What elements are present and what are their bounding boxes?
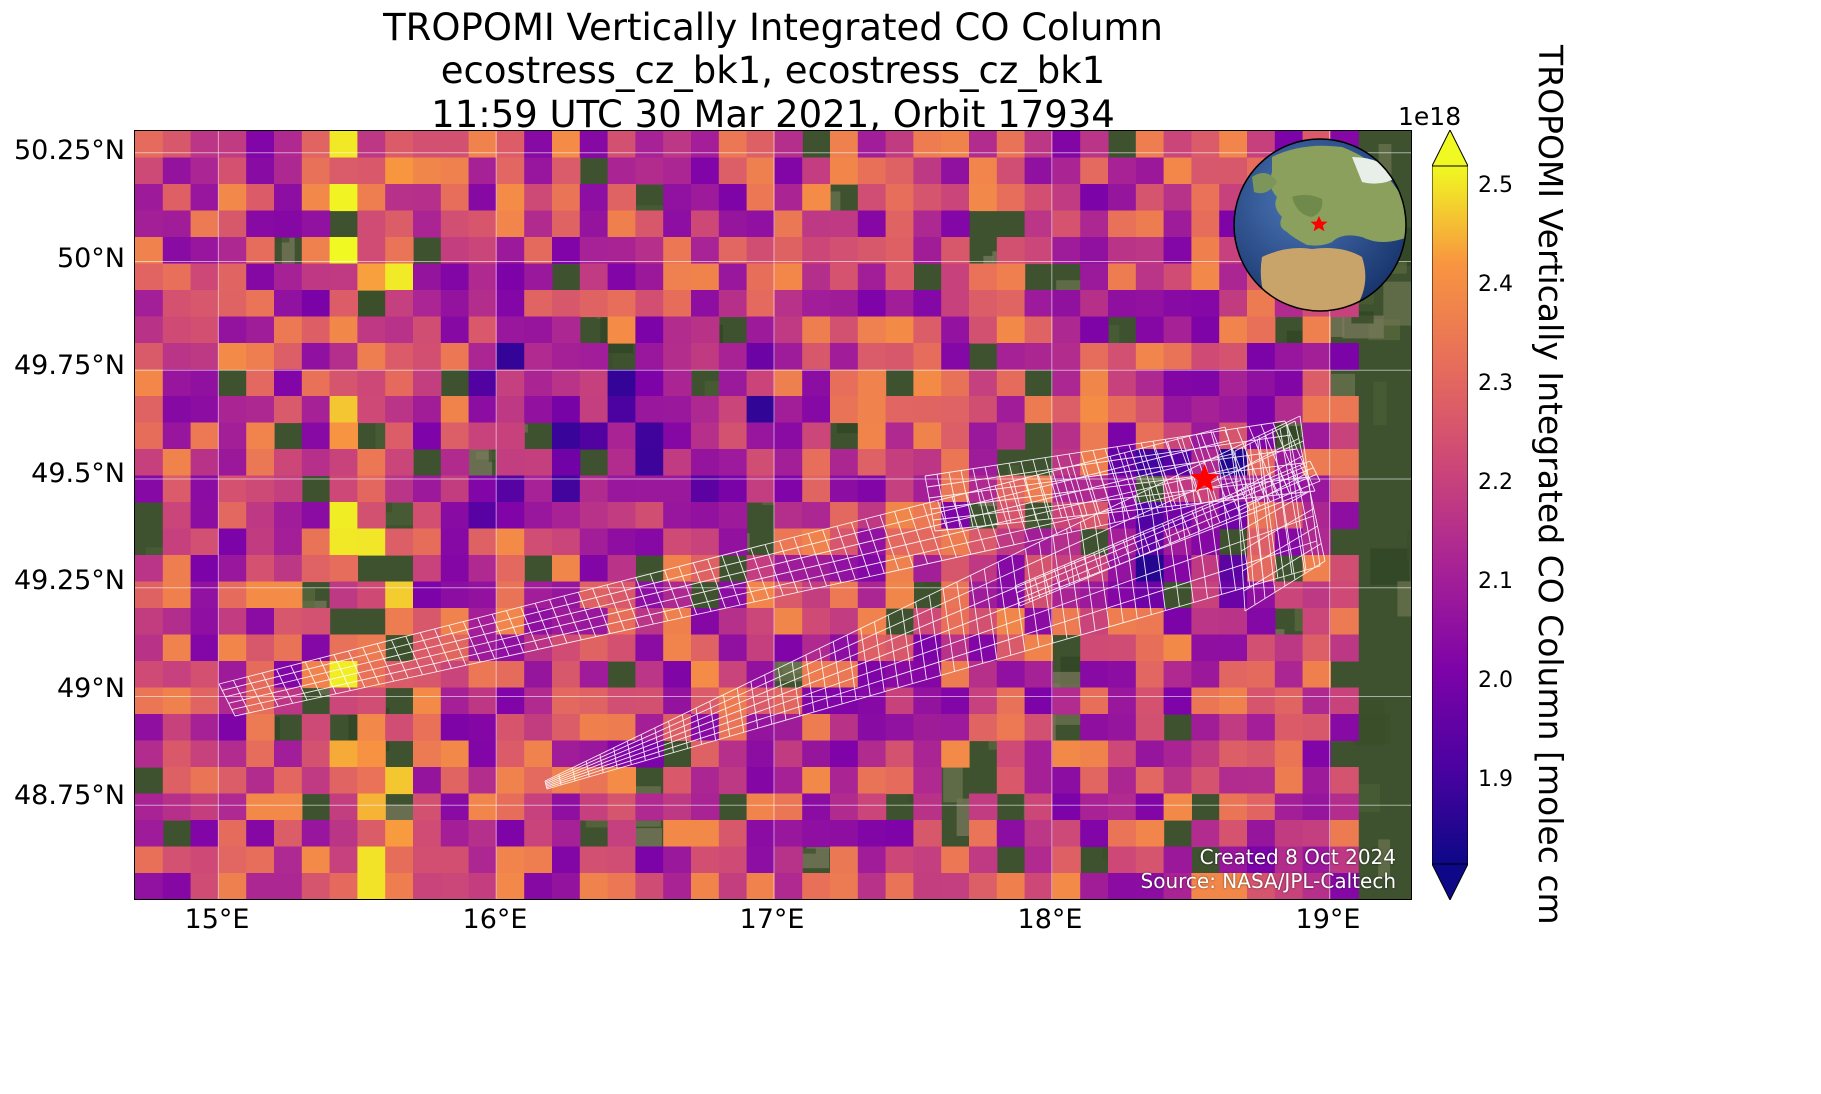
colorbar-extend-max xyxy=(1432,130,1468,167)
x-tick-label: 17°E xyxy=(739,904,805,935)
colorbar-tick: 2.2 xyxy=(1478,470,1513,495)
y-tick-label: 49.25°N xyxy=(14,565,125,596)
y-tick-label: 49.75°N xyxy=(14,350,125,381)
co-pixel-layer xyxy=(135,131,1359,899)
y-tick-label: 48.75°N xyxy=(14,780,125,811)
x-tick-label: 19°E xyxy=(1295,904,1361,935)
created-credit: Created 8 Oct 2024 xyxy=(1199,845,1396,869)
y-tick-label: 49°N xyxy=(56,673,125,704)
globe-star-icon xyxy=(1310,216,1328,232)
x-tick-label: 18°E xyxy=(1017,904,1083,935)
map-title-line-2: ecostress_cz_bk1, ecostress_cz_bk1 xyxy=(440,49,1106,92)
map-gridlines xyxy=(135,131,1411,899)
co-column-map xyxy=(135,131,1411,899)
inset-globe xyxy=(1233,138,1407,312)
y-tick-label: 49.5°N xyxy=(31,458,125,489)
colorbar-tick: 2.4 xyxy=(1478,272,1513,297)
source-credit: Source: NASA/JPL-Caltech xyxy=(1140,869,1396,893)
y-tick-label: 50.25°N xyxy=(14,135,125,166)
site-star-icon xyxy=(1190,464,1219,492)
colorbar-tick: 2.1 xyxy=(1478,569,1513,594)
ecostress-swaths xyxy=(218,415,1326,790)
map-title-line-3: 11:59 UTC 30 Mar 2021, Orbit 17934 xyxy=(431,93,1115,136)
map-panel xyxy=(134,130,1412,900)
colorbar-label: TROPOMI Vertically Integrated CO Column … xyxy=(1531,45,1570,925)
colorbar-tick: 2.5 xyxy=(1478,173,1513,198)
map-title-line-1: TROPOMI Vertically Integrated CO Column xyxy=(383,6,1163,49)
colorbar-tick: 2.3 xyxy=(1478,371,1513,396)
colorbar xyxy=(1432,130,1468,900)
colorbar-tick: 2.0 xyxy=(1478,668,1513,693)
x-tick-label: 15°E xyxy=(184,904,250,935)
x-tick-label: 16°E xyxy=(462,904,528,935)
colorbar-extend-min xyxy=(1432,863,1468,900)
y-tick-label: 50°N xyxy=(56,243,125,274)
colorbar-tick: 1.9 xyxy=(1478,767,1513,792)
colorbar-exponent: 1e18 xyxy=(1398,102,1462,131)
